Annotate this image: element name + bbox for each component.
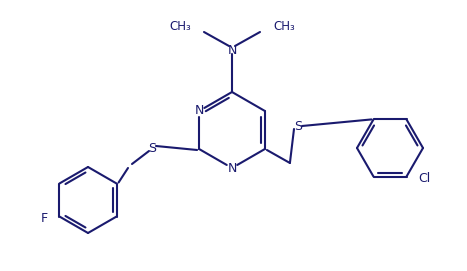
Text: N: N [227,162,237,175]
Text: F: F [40,212,48,225]
Text: N: N [227,44,237,56]
Text: CH₃: CH₃ [169,21,191,34]
Text: CH₃: CH₃ [273,21,295,34]
Text: S: S [148,141,156,154]
Text: Cl: Cl [418,172,431,185]
Text: N: N [194,105,204,118]
Text: S: S [294,121,302,134]
